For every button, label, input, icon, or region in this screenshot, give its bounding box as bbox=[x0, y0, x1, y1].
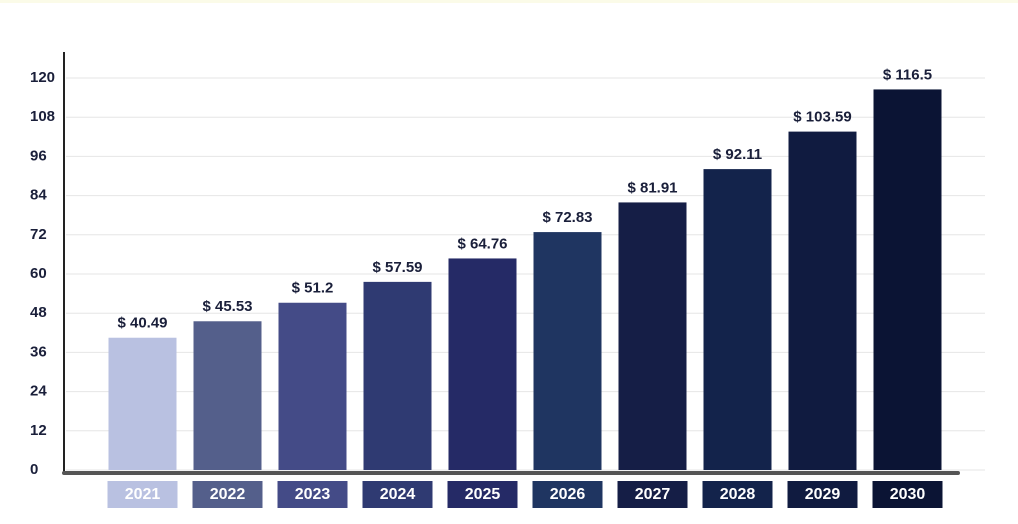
value-label: $ 51.2 bbox=[292, 280, 334, 297]
x-tick-label: 2022 bbox=[210, 486, 246, 503]
category-box bbox=[702, 481, 773, 508]
x-tick-label: 2025 bbox=[465, 486, 501, 503]
x-tick-label: 2030 bbox=[890, 486, 926, 503]
y-tick-label: 84 bbox=[30, 187, 47, 204]
value-label: $ 81.91 bbox=[627, 179, 677, 196]
category-box bbox=[107, 481, 178, 508]
bar bbox=[873, 89, 942, 470]
value-label: $ 103.59 bbox=[793, 109, 851, 126]
value-label: $ 40.49 bbox=[117, 315, 167, 332]
y-tick-label: 120 bbox=[30, 69, 55, 86]
value-label: $ 116.5 bbox=[883, 66, 932, 83]
y-tick-label: 96 bbox=[30, 147, 47, 164]
x-tick-label: 2023 bbox=[295, 486, 331, 503]
category-box bbox=[532, 481, 603, 508]
bar bbox=[788, 131, 857, 470]
x-tick-label: 2021 bbox=[125, 486, 161, 503]
bar bbox=[618, 202, 687, 470]
category-box bbox=[617, 481, 688, 508]
x-tick-label: 2028 bbox=[720, 486, 756, 503]
x-tick-label: 2024 bbox=[380, 486, 416, 503]
bar bbox=[703, 169, 772, 470]
x-tick-label: 2027 bbox=[635, 486, 671, 503]
y-tick-label: 72 bbox=[30, 226, 47, 243]
value-label: $ 57.59 bbox=[372, 259, 422, 276]
value-label: $ 92.11 bbox=[713, 146, 762, 163]
bar bbox=[363, 281, 432, 470]
category-box bbox=[277, 481, 348, 508]
y-tick-label: 108 bbox=[30, 108, 55, 125]
y-tick-label: 24 bbox=[30, 383, 47, 400]
value-label: $ 72.83 bbox=[542, 209, 592, 226]
category-box bbox=[362, 481, 433, 508]
top-stripe bbox=[0, 0, 1018, 3]
y-tick-label: 48 bbox=[30, 304, 47, 321]
bar bbox=[108, 337, 177, 470]
x-tick-label: 2029 bbox=[805, 486, 841, 503]
bar bbox=[278, 302, 347, 470]
value-label: $ 64.76 bbox=[457, 235, 507, 252]
bar bbox=[448, 258, 517, 470]
y-tick-label: 60 bbox=[30, 265, 47, 282]
bar bbox=[533, 232, 602, 470]
category-box bbox=[872, 481, 943, 508]
x-tick-label: 2026 bbox=[550, 486, 586, 503]
value-label: $ 45.53 bbox=[202, 298, 252, 315]
category-box bbox=[447, 481, 518, 508]
y-tick-label: 0 bbox=[30, 461, 38, 478]
category-box bbox=[787, 481, 858, 508]
bar bbox=[193, 321, 262, 470]
category-box bbox=[192, 481, 263, 508]
y-tick-label: 36 bbox=[30, 343, 47, 360]
y-tick-label: 12 bbox=[30, 422, 47, 439]
